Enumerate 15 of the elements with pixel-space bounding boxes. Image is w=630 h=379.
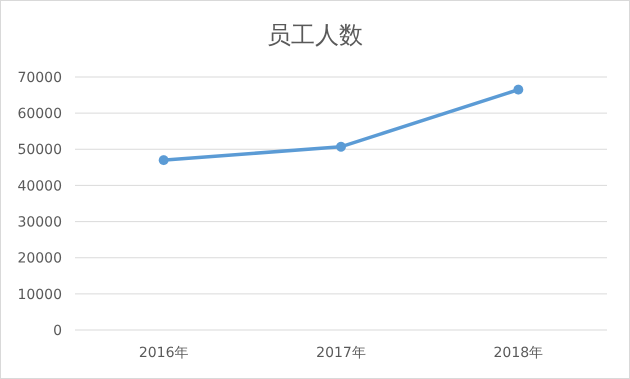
y-tick-label: 20000 [17,250,62,267]
y-tick-label: 60000 [17,106,62,122]
y-tick-label: 70000 [17,70,62,86]
y-tick-label: 0 [53,322,62,339]
y-tick-label: 50000 [17,142,62,158]
x-tick-label: 2018年 [494,345,544,361]
point [158,155,169,166]
y-tick-label: 10000 [17,286,62,303]
chart-title: 员工人数 [267,21,363,49]
point [336,142,346,152]
y-tick-label: 40000 [17,178,62,194]
y-tick-label: 30000 [17,214,62,230]
x-tick-label: 2016年 [138,345,188,361]
x-tick-label: 2017年 [316,345,366,361]
point [513,84,524,95]
